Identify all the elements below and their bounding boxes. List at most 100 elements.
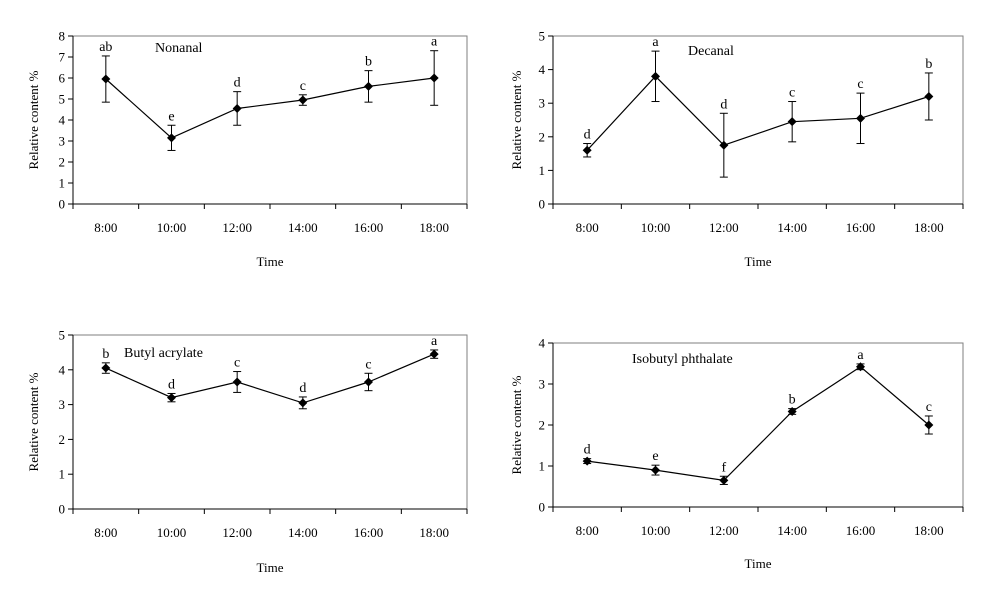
y-tick-label: 8	[59, 29, 66, 44]
series-line	[586, 75, 929, 151]
x-tick-label: 14:00	[288, 525, 318, 540]
y-tick-label: 0	[59, 502, 66, 517]
x-tick-label: 14:00	[288, 220, 318, 235]
significance-letter: ab	[99, 40, 112, 55]
significance-letter: d	[168, 377, 175, 392]
significance-letter: c	[857, 77, 863, 92]
x-tick-label: 14:00	[777, 523, 807, 538]
significance-letter: a	[652, 35, 659, 50]
significance-letter: a	[431, 334, 438, 349]
x-tick-label: 16:00	[354, 525, 384, 540]
x-axis-title: Time	[257, 560, 284, 575]
data-point	[651, 71, 660, 81]
data-point	[101, 74, 111, 84]
y-tick-label: 2	[59, 155, 66, 170]
plot-frame	[72, 35, 468, 205]
x-tick-label: 10:00	[641, 523, 671, 538]
significance-letter: a	[431, 35, 438, 50]
significance-letter: c	[926, 400, 932, 415]
data-point	[429, 349, 439, 359]
data-point	[719, 140, 729, 150]
x-axis-title: Time	[257, 254, 284, 269]
data-point	[167, 393, 176, 403]
data-point	[364, 377, 373, 387]
data-point	[298, 398, 308, 408]
y-axis-title: Relative content %	[26, 372, 41, 471]
y-axis-title: Relative content %	[509, 70, 524, 169]
x-tick-label: 10:00	[157, 220, 187, 235]
series-line	[105, 353, 435, 404]
y-tick-label: 5	[59, 328, 66, 343]
y-axis-title: Relative content %	[509, 375, 524, 474]
y-tick-label: 3	[59, 134, 66, 149]
data-point	[167, 133, 176, 143]
panel-title: Butyl acrylate	[124, 346, 203, 361]
data-point	[651, 465, 660, 475]
y-tick-label: 7	[59, 50, 66, 65]
significance-letter: d	[299, 381, 306, 396]
data-point	[924, 420, 934, 430]
x-tick-label: 12:00	[709, 523, 739, 538]
data-point	[924, 91, 934, 101]
series-line	[105, 77, 435, 139]
x-tick-label: 18:00	[419, 220, 449, 235]
chart-panel-nonanal: 0 1 2 3 4 5 6 7 8 8:00 10:00 12:00 14:00 16:00 18:00 Ti…	[26, 29, 468, 269]
data-point	[787, 117, 797, 127]
significance-letter: c	[300, 79, 306, 94]
significance-letter: d	[584, 443, 591, 458]
x-tick-label: 12:00	[222, 525, 252, 540]
data-point	[582, 145, 592, 155]
y-tick-label: 1	[539, 163, 546, 178]
y-tick-label: 4	[59, 362, 66, 377]
y-tick-label: 0	[539, 197, 546, 212]
significance-letter: c	[365, 357, 371, 372]
significance-letter: e	[652, 449, 658, 464]
x-tick-label: 12:00	[222, 220, 252, 235]
significance-letter: d	[234, 76, 241, 91]
x-axis-title: Time	[745, 254, 772, 269]
significance-letter: d	[584, 128, 591, 143]
data-point	[232, 103, 242, 113]
data-point	[856, 362, 865, 372]
significance-letter: f	[721, 460, 726, 475]
y-tick-label: 0	[539, 500, 546, 515]
significance-letter: e	[168, 109, 174, 124]
y-tick-label: 2	[539, 129, 546, 144]
y-tick-label: 5	[59, 92, 66, 107]
panel-title: Nonanal	[155, 41, 203, 56]
panel-title: Decanal	[688, 44, 734, 59]
x-tick-label: 18:00	[419, 525, 449, 540]
significance-letter: b	[789, 393, 796, 408]
series-line	[587, 366, 930, 482]
x-tick-label: 8:00	[576, 523, 599, 538]
data-point	[787, 406, 797, 416]
y-tick-label: 5	[539, 29, 546, 44]
y-axis-title: Relative content %	[26, 70, 41, 169]
x-tick-label: 18:00	[914, 220, 944, 235]
x-tick-label: 8:00	[94, 220, 117, 235]
x-axis-title: Time	[745, 556, 772, 571]
y-tick-label: 6	[59, 71, 66, 86]
significance-letter: b	[365, 55, 372, 70]
x-tick-label: 8:00	[94, 525, 117, 540]
significance-letter: c	[789, 86, 795, 101]
y-tick-label: 4	[539, 336, 546, 351]
plot-frame	[552, 342, 964, 508]
data-point	[856, 113, 865, 123]
data-point	[429, 73, 439, 83]
data-point	[232, 377, 242, 387]
y-tick-label: 1	[59, 176, 66, 191]
chart-panel-decanal: 0 1 2 3 4 5 8:00 10:00 12:00 14:00 16:00 18:00 Time R…	[509, 29, 964, 269]
significance-letter: a	[857, 348, 864, 363]
x-tick-label: 10:00	[641, 220, 671, 235]
x-tick-label: 10:00	[157, 525, 187, 540]
y-tick-label: 1	[539, 459, 546, 474]
y-tick-label: 3	[59, 397, 66, 412]
y-tick-label: 0	[59, 197, 66, 212]
chart-panel-butyl-acrylate: 0 1 2 3 4 5 8:00 10:00 12:00 14:00 16:00 18:00 Time R…	[26, 328, 468, 575]
x-tick-label: 18:00	[914, 523, 944, 538]
significance-letter: b	[102, 347, 109, 362]
significance-letter: d	[720, 97, 727, 112]
panel-title: Isobutyl phthalate	[632, 352, 733, 367]
x-tick-label: 12:00	[709, 220, 739, 235]
